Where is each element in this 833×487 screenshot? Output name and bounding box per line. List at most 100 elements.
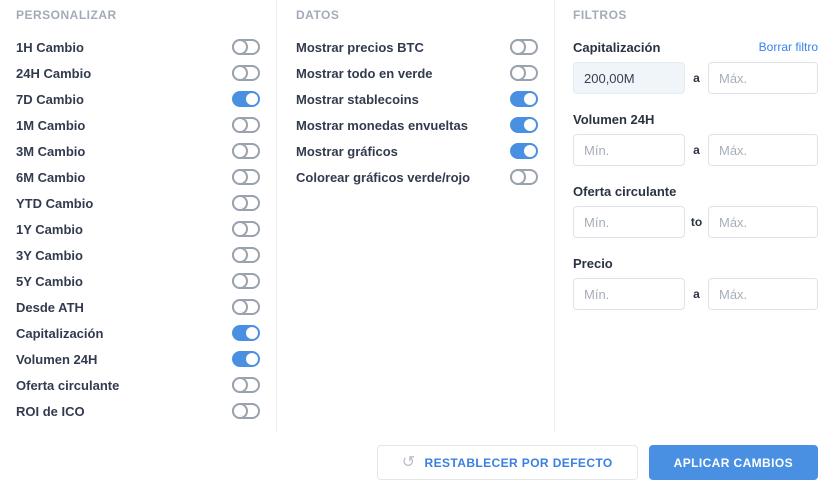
toggle-switch-ytd-cambio[interactable] — [232, 195, 260, 211]
toggle-row: ROI de ICO — [16, 398, 260, 424]
toggle-switch-desde-ath[interactable] — [232, 299, 260, 315]
undo-icon: ↺ — [401, 453, 416, 471]
toggle-knob — [232, 143, 248, 159]
filter-group-volumen-24h: Volumen 24H a — [573, 112, 818, 166]
toggle-switch-5y-cambio[interactable] — [232, 273, 260, 289]
toggle-row: 1H Cambio — [16, 34, 260, 60]
filter-group-capitalizacion: Capitalización Borrar filtro a — [573, 40, 818, 94]
toggle-knob — [510, 169, 526, 185]
filter-group-list: Capitalización Borrar filtro a Volumen 24H a… — [573, 40, 818, 310]
toggle-switch-mostrar-precios-btc[interactable] — [510, 39, 538, 55]
toggle-switch-1h-cambio[interactable] — [232, 39, 260, 55]
toggle-row: Mostrar precios BTC — [296, 34, 538, 60]
filter-min-input-volumen-24h[interactable] — [573, 134, 685, 166]
toggle-row: 3Y Cambio — [16, 242, 260, 268]
toggle-switch-3y-cambio[interactable] — [232, 247, 260, 263]
filter-min-input-capitalizacion[interactable] — [573, 62, 685, 94]
toggle-knob — [246, 353, 258, 365]
toggle-row: YTD Cambio — [16, 190, 260, 216]
toggle-row: Colorear gráficos verde/rojo — [296, 164, 538, 190]
toggle-knob — [524, 119, 536, 131]
toggle-switch-mostrar-graficos[interactable] — [510, 143, 538, 159]
toggle-row: Volumen 24H — [16, 346, 260, 372]
toggle-knob — [524, 145, 536, 157]
toggle-label-3m-cambio: 3M Cambio — [16, 143, 86, 159]
filter-label-capitalizacion: Capitalización — [573, 39, 661, 55]
toggle-knob — [510, 65, 526, 81]
filter-head: Precio — [573, 255, 818, 271]
section-title-filtros: FILTROS — [573, 8, 627, 22]
toggle-label-mostrar-monedas-envueltas: Mostrar monedas envueltas — [296, 117, 468, 133]
filter-head: Oferta circulante — [573, 183, 818, 199]
toggle-switch-colorear-graficos-verde-rojo[interactable] — [510, 169, 538, 185]
toggle-switch-1m-cambio[interactable] — [232, 117, 260, 133]
toggle-label-1h-cambio: 1H Cambio — [16, 39, 84, 55]
toggle-knob — [232, 403, 248, 419]
toggle-label-24h-cambio: 24H Cambio — [16, 65, 92, 81]
toggle-switch-24h-cambio[interactable] — [232, 65, 260, 81]
toggle-row: 6M Cambio — [16, 164, 260, 190]
toggle-switch-1y-cambio[interactable] — [232, 221, 260, 237]
toggle-label-7d-cambio: 7D Cambio — [16, 91, 84, 107]
filter-min-input-oferta-circulante[interactable] — [573, 206, 685, 238]
toggle-switch-mostrar-todo-en-verde[interactable] — [510, 65, 538, 81]
toggle-switch-6m-cambio[interactable] — [232, 169, 260, 185]
toggle-switch-volumen-24h[interactable] — [232, 351, 260, 367]
toggle-row: 3M Cambio — [16, 138, 260, 164]
toggle-knob — [246, 93, 258, 105]
filter-inputs: to — [573, 206, 818, 238]
clear-filter-link[interactable]: Borrar filtro — [758, 40, 818, 54]
filter-label-oferta-circulante: Oferta circulante — [573, 183, 677, 199]
toggle-knob — [232, 377, 248, 393]
toggle-row: Mostrar todo en verde — [296, 60, 538, 86]
filter-separator: a — [693, 143, 700, 157]
filter-head: Volumen 24H — [573, 112, 818, 127]
toggle-row: Oferta circulante — [16, 372, 260, 398]
toggle-switch-3m-cambio[interactable] — [232, 143, 260, 159]
section-datos: DATOS Mostrar precios BTC Mostrar todo en… — [277, 0, 555, 432]
toggle-label-mostrar-todo-en-verde: Mostrar todo en verde — [296, 65, 433, 81]
filter-min-input-precio[interactable] — [573, 278, 685, 310]
reset-defaults-button[interactable]: ↺ RESTABLECER POR DEFECTO — [376, 445, 638, 480]
toggle-label-mostrar-precios-btc: Mostrar precios BTC — [296, 39, 424, 55]
toggle-row: Mostrar gráficos — [296, 138, 538, 164]
apply-changes-button[interactable]: APLICAR CAMBIOS — [648, 445, 818, 480]
toggle-switch-7d-cambio[interactable] — [232, 91, 260, 107]
toggle-label-capitalizacion: Capitalización — [16, 325, 104, 341]
columns: PERSONALIZAR 1H Cambio 24H Cambio 7D Cambi… — [0, 0, 833, 432]
toggle-knob — [524, 93, 536, 105]
filter-max-input-precio[interactable] — [708, 278, 818, 310]
toggle-label-oferta-circulante: Oferta circulante — [16, 377, 120, 393]
toggle-row: 1Y Cambio — [16, 216, 260, 242]
section-personalizar: PERSONALIZAR 1H Cambio 24H Cambio 7D Cambi… — [0, 0, 277, 432]
filter-inputs: a — [573, 62, 818, 94]
toggle-row: Mostrar monedas envueltas — [296, 112, 538, 138]
toggle-row: 1M Cambio — [16, 112, 260, 138]
toggle-row: Desde ATH — [16, 294, 260, 320]
toggle-knob — [246, 327, 258, 339]
toggle-knob — [232, 273, 248, 289]
section-title-datos: DATOS — [296, 8, 340, 22]
toggle-label-desde-ath: Desde ATH — [16, 299, 84, 315]
toggle-knob — [232, 221, 248, 237]
filter-group-precio: Precio a — [573, 256, 818, 310]
filter-label-precio: Precio — [573, 255, 613, 271]
toggle-switch-oferta-circulante[interactable] — [232, 377, 260, 393]
filter-max-input-volumen-24h[interactable] — [708, 134, 818, 166]
filter-max-input-oferta-circulante[interactable] — [707, 206, 818, 238]
toggle-label-1m-cambio: 1M Cambio — [16, 117, 86, 133]
toggle-row: 7D Cambio — [16, 86, 260, 112]
toggle-switch-roi-de-ico[interactable] — [232, 403, 260, 419]
toggle-label-3y-cambio: 3Y Cambio — [16, 247, 83, 263]
toggle-switch-mostrar-monedas-envueltas[interactable] — [510, 117, 538, 133]
filter-max-input-capitalizacion[interactable] — [708, 62, 818, 94]
toggle-label-ytd-cambio: YTD Cambio — [16, 195, 94, 211]
section-title-personalizar: PERSONALIZAR — [16, 8, 117, 22]
toggle-switch-mostrar-stablecoins[interactable] — [510, 91, 538, 107]
toggle-label-mostrar-stablecoins: Mostrar stablecoins — [296, 91, 419, 107]
toggle-list-personalizar: 1H Cambio 24H Cambio 7D Cambio 1M Cambio 3M … — [16, 34, 260, 424]
toggle-switch-capitalizacion[interactable] — [232, 325, 260, 341]
filter-group-oferta-circulante: Oferta circulante to — [573, 184, 818, 238]
